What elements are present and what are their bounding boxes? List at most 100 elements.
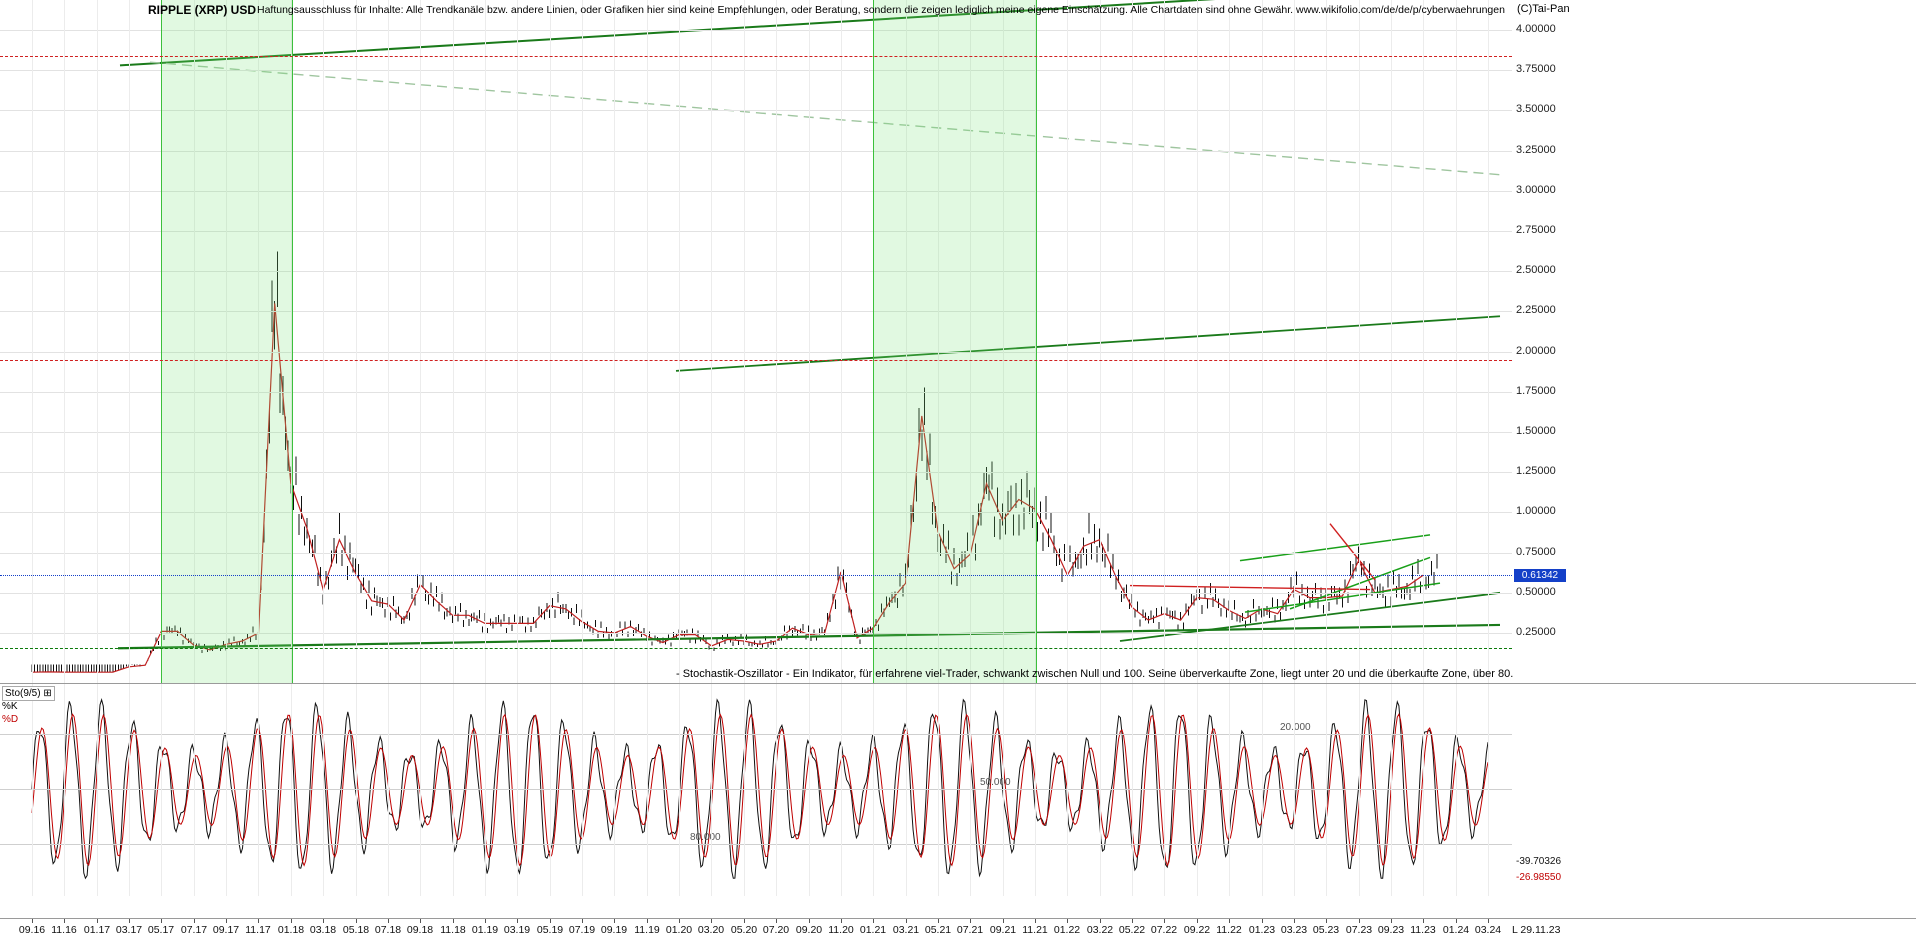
x-axis-tick-label: 01.23: [1248, 924, 1276, 936]
indicator-gridline-vertical: [1100, 684, 1101, 896]
price-gridline: [0, 352, 1512, 353]
x-axis-tick: [841, 919, 842, 923]
indicator-gridline-vertical: [1164, 684, 1165, 896]
x-axis-tick: [291, 919, 292, 923]
x-axis-tick: [744, 919, 745, 923]
indicator-gridline-vertical: [1359, 684, 1360, 896]
indicator-level-label: 50.000: [980, 777, 1011, 788]
indicator-gridline-vertical: [1294, 684, 1295, 896]
indicator-gridline-vertical: [679, 684, 680, 896]
indicator-d-label: %D: [2, 714, 19, 725]
trend-line: [675, 315, 1501, 372]
x-axis-tick: [485, 919, 486, 923]
x-axis-tick-label: 07.19: [568, 924, 596, 936]
x-axis-tick-label: 05.21: [924, 924, 952, 936]
highlight-zone: [873, 0, 1037, 683]
x-axis-tick: [1003, 919, 1004, 923]
x-axis-tick-label: 03.18: [309, 924, 337, 936]
indicator-gridline-vertical: [1488, 684, 1489, 896]
x-axis-tick: [129, 919, 130, 923]
price-gridline-vertical: [906, 0, 907, 683]
price-gridline-vertical: [1359, 0, 1360, 683]
price-gridline-vertical: [226, 0, 227, 683]
price-gridline: [0, 432, 1512, 433]
trend-line: [1289, 556, 1431, 610]
indicator-gridline-vertical: [194, 684, 195, 896]
indicator-gridline-vertical: [323, 684, 324, 896]
indicator-gridline-vertical: [809, 684, 810, 896]
price-gridline: [0, 593, 1512, 594]
x-axis-tick: [1456, 919, 1457, 923]
indicator-level-line: [0, 734, 1512, 735]
price-gridline-vertical: [1003, 0, 1004, 683]
price-gridline-vertical: [614, 0, 615, 683]
trend-line: [1239, 534, 1431, 562]
indicator-gridline-vertical: [1132, 684, 1133, 896]
indicator-gridline-vertical: [906, 684, 907, 896]
price-gridline: [0, 191, 1512, 192]
price-gridline-vertical: [1456, 0, 1457, 683]
price-y-tick-label: 4.00000: [1516, 23, 1556, 35]
indicator-label[interactable]: Sto(9/5) ⊞: [2, 686, 55, 701]
indicator-gridline-vertical: [614, 684, 615, 896]
indicator-level-line: [0, 789, 1512, 790]
x-axis-tick: [1132, 919, 1133, 923]
indicator-gridline-vertical: [1035, 684, 1036, 896]
x-axis-tick: [97, 919, 98, 923]
x-axis-tick: [323, 919, 324, 923]
reference-line: [0, 56, 1512, 57]
x-axis-tick-label: 01.18: [277, 924, 305, 936]
price-gridline-vertical: [744, 0, 745, 683]
price-plot-area[interactable]: [0, 0, 1512, 683]
x-axis-tick: [679, 919, 680, 923]
price-gridline-vertical: [356, 0, 357, 683]
x-axis-tick: [1294, 919, 1295, 923]
indicator-plot-area[interactable]: 80.000 50.000 20.000: [0, 684, 1512, 896]
indicator-d-value: -26.98550: [1516, 872, 1562, 883]
price-y-tick-label: 1.25000: [1516, 465, 1556, 477]
x-axis-tick-label: 09.19: [600, 924, 628, 936]
indicator-gridline-vertical: [32, 684, 33, 896]
indicator-gridline-vertical: [258, 684, 259, 896]
price-y-tick-label: 1.75000: [1516, 385, 1556, 397]
indicator-gridline-vertical: [1067, 684, 1068, 896]
indicator-name: Sto(9/5): [5, 688, 41, 699]
price-y-tick-label: 1.50000: [1516, 425, 1556, 437]
expand-icon[interactable]: ⊞: [40, 688, 52, 699]
x-axis-tick: [1262, 919, 1263, 923]
price-gridline: [0, 30, 1512, 31]
price-gridline: [0, 70, 1512, 71]
indicator-gridline-vertical: [97, 684, 98, 896]
price-gridline-vertical: [291, 0, 292, 683]
indicator-level-label: 80.000: [690, 832, 721, 843]
price-gridline-vertical: [485, 0, 486, 683]
x-axis-tick: [1100, 919, 1101, 923]
price-gridline-vertical: [97, 0, 98, 683]
price-gridline-vertical: [550, 0, 551, 683]
indicator-gridline-vertical: [1423, 684, 1424, 896]
indicator-gridline-vertical: [550, 684, 551, 896]
x-axis-tick-label: 01.17: [83, 924, 111, 936]
highlight-zone: [161, 0, 293, 683]
price-gridline-vertical: [1100, 0, 1101, 683]
price-gridline-vertical: [1229, 0, 1230, 683]
x-axis-tick-label: 03.22: [1086, 924, 1114, 936]
price-gridline-vertical: [1035, 0, 1036, 683]
indicator-gridline-vertical: [1456, 684, 1457, 896]
x-axis-tick-label: 07.18: [374, 924, 402, 936]
indicator-gridline-vertical: [1003, 684, 1004, 896]
x-axis-tick: [582, 919, 583, 923]
reference-line: [0, 648, 1512, 649]
price-gridline-vertical: [1164, 0, 1165, 683]
x-axis-tick: [420, 919, 421, 923]
x-axis-tick: [809, 919, 810, 923]
x-axis-tick-label: 05.19: [536, 924, 564, 936]
x-axis-tick-label: 09.21: [989, 924, 1017, 936]
trend-line: [119, 0, 1216, 67]
x-axis-tick: [1197, 919, 1198, 923]
price-y-tick-label: 0.75000: [1516, 546, 1556, 558]
indicator-k-value: -39.70326: [1516, 856, 1562, 867]
price-gridline-vertical: [1067, 0, 1068, 683]
indicator-gridline-vertical: [776, 684, 777, 896]
x-axis-tick-label: 03.19: [503, 924, 531, 936]
